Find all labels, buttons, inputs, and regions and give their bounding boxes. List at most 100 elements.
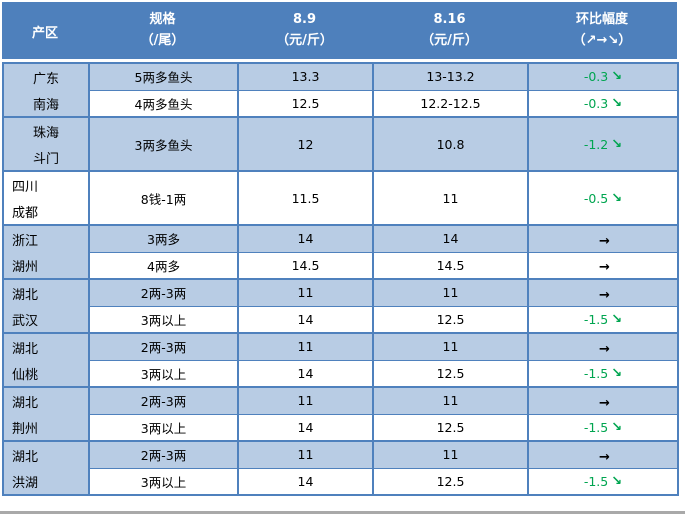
header-cell-change: 环比幅度 （↗→↘） (527, 2, 677, 59)
region-line2: 武汉 (12, 313, 39, 329)
price-816-cell: 11 (372, 440, 529, 469)
region-cell-zhuhai-doumen: 珠海 斗门 (2, 116, 90, 172)
price-816-cell: 14.5 (372, 251, 529, 280)
change-value: -1.5 (583, 419, 609, 435)
change-cell: -0.3 ↘ (527, 89, 679, 118)
trend-arrow-icon: ↘ (611, 473, 623, 489)
spec-cell: 3两多 (88, 224, 239, 253)
spec-cell: 4两多鱼头 (88, 89, 239, 118)
table-row: 4两多鱼头 12.5 12.2-12.5 -0.3 ↘ (3, 89, 679, 118)
region-line2: 南海 (32, 97, 59, 113)
table-row: 3两以上 14 12.5 -1.5 ↘ (3, 305, 679, 334)
spec-cell: 2两-3两 (88, 440, 239, 469)
price-816-cell: 12.5 (372, 359, 529, 388)
region-cell-zhejiang-huzhou: 浙江 湖州 (2, 224, 90, 280)
change-value: -0.5 (583, 190, 609, 206)
price-89-cell: 14 (237, 305, 374, 334)
region-cell-hubei-xiantao: 湖北 仙桃 (2, 332, 90, 388)
header-cell-date1: 8.9 （元/斤） (237, 2, 372, 59)
header-cell-spec: 规格 （/尾） (88, 2, 237, 59)
change-cell: → (527, 224, 679, 253)
spec-cell: 8钱-1两 (88, 170, 239, 226)
table-row: 4两多 14.5 14.5 → (3, 251, 679, 280)
change-cell: → (527, 278, 679, 307)
table-row: 湖北 荆州 2两-3两 11 11 → (2, 386, 679, 442)
price-816-cell: 11 (372, 278, 529, 307)
table-body-wrapper: 广东 南海 5两多鱼头 13.3 13-13.2 -0.3 ↘ 4两多鱼头 12.5… (2, 62, 679, 496)
header-region-label: 产区 (31, 25, 58, 41)
header-date1-unit: （元/斤） (276, 32, 333, 48)
table-row: 3两以上 14 12.5 -1.5 ↘ (3, 359, 679, 388)
region-line1: 湖北 (12, 395, 39, 411)
spec-cell: 4两多 (88, 251, 239, 280)
region-line1: 湖北 (12, 287, 39, 303)
spec-cell: 3两以上 (88, 359, 239, 388)
price-89-cell: 14.5 (237, 251, 374, 280)
spec-cell: 3两以上 (88, 413, 239, 442)
region-line1: 珠海 (32, 125, 59, 141)
price-816-cell: 12.2-12.5 (372, 89, 529, 118)
change-cell: → (527, 251, 679, 280)
trend-arrow-icon: ↘ (611, 69, 623, 85)
table-row: 湖北洪湖 2两-3两 11 11 → (2, 440, 679, 496)
region-cell-hubei-jingzhou: 湖北 荆州 (2, 386, 90, 442)
change-value: -1.5 (583, 311, 609, 327)
header-date2-label: 8.16 (433, 12, 466, 28)
spec-cell: 2两-3两 (88, 278, 239, 307)
change-value: -1.5 (583, 365, 609, 381)
region-cell-sichuan-chengdu: 四川 成都 (2, 170, 90, 226)
trend-arrow-icon: → (599, 287, 610, 303)
header-cell-date2: 8.16 （元/斤） (372, 2, 527, 59)
trend-arrow-icon: → (599, 233, 610, 249)
price-816-cell: 12.5 (372, 413, 529, 442)
change-value: -1.5 (583, 473, 609, 489)
price-89-cell: 14 (237, 413, 374, 442)
change-cell: -1.5 ↘ (527, 305, 679, 334)
change-cell: -1.5 ↘ (527, 467, 679, 496)
region-line2: 湖州 (12, 259, 39, 275)
region-line2: 仙桃 (12, 367, 39, 383)
price-89-cell: 11 (237, 440, 374, 469)
header-spec-unit: （/尾） (140, 32, 185, 48)
table-row: 3两以上 14 12.5 -1.5 ↘ (3, 413, 679, 442)
region-line2: 洪湖 (12, 475, 39, 491)
spec-cell: 3两多鱼头 (88, 116, 239, 172)
table-row: 湖北 武汉 2两-3两 11 11 → (2, 278, 679, 334)
price-816-cell: 12.5 (372, 305, 529, 334)
price-89-cell: 12 (237, 116, 374, 172)
spec-cell: 2两-3两 (88, 386, 239, 415)
table-header-row: 产区 规格 （/尾） 8.9 （元/斤） 8.16 （元/斤） 环比幅度 （↗→… (2, 2, 677, 59)
price-816-cell: 13-13.2 (372, 62, 529, 91)
spec-cell: 3两以上 (88, 305, 239, 334)
change-cell: -1.5 ↘ (527, 413, 679, 442)
price-816-cell: 11 (372, 386, 529, 415)
header-change-arrows-icon: （↗→↘） (572, 32, 632, 48)
region-line1: 湖北 (12, 449, 39, 465)
region-line1: 四川 (12, 179, 39, 195)
region-cell-hubei-wuhan: 湖北 武汉 (2, 278, 90, 334)
trend-arrow-icon: → (599, 260, 610, 275)
price-89-cell: 13.3 (237, 62, 374, 91)
change-value: -0.3 (583, 95, 609, 111)
price-89-cell: 11.5 (237, 170, 374, 226)
trend-arrow-icon: → (599, 341, 610, 357)
price-89-cell: 14 (237, 224, 374, 253)
price-89-cell: 14 (237, 467, 374, 496)
change-value: -1.2 (583, 136, 609, 152)
price-816-cell: 12.5 (372, 467, 529, 496)
region-line2: 成都 (12, 205, 39, 221)
table-row: 3两以上 14 12.5 -1.5 ↘ (3, 467, 679, 496)
spec-cell: 3两以上 (88, 467, 239, 496)
table-row: 浙江 湖州 3两多 14 14 → (2, 224, 679, 280)
price-816-cell: 11 (372, 170, 529, 226)
change-cell: → (527, 440, 679, 469)
price-89-cell: 14 (237, 359, 374, 388)
table-row: 广东 南海 5两多鱼头 13.3 13-13.2 -0.3 ↘ (2, 62, 679, 118)
trend-arrow-icon: ↘ (611, 95, 623, 111)
trend-arrow-icon: → (599, 395, 610, 411)
change-cell: -0.5 ↘ (527, 170, 679, 226)
table-row: 珠海 斗门 3两多鱼头 12 10.8 -1.2 ↘ (2, 116, 679, 172)
change-cell: -1.2 ↘ (527, 116, 679, 172)
price-table: 广东 南海 5两多鱼头 13.3 13-13.2 -0.3 ↘ 4两多鱼头 12.5… (2, 62, 679, 496)
region-line1: 浙江 (12, 233, 39, 249)
